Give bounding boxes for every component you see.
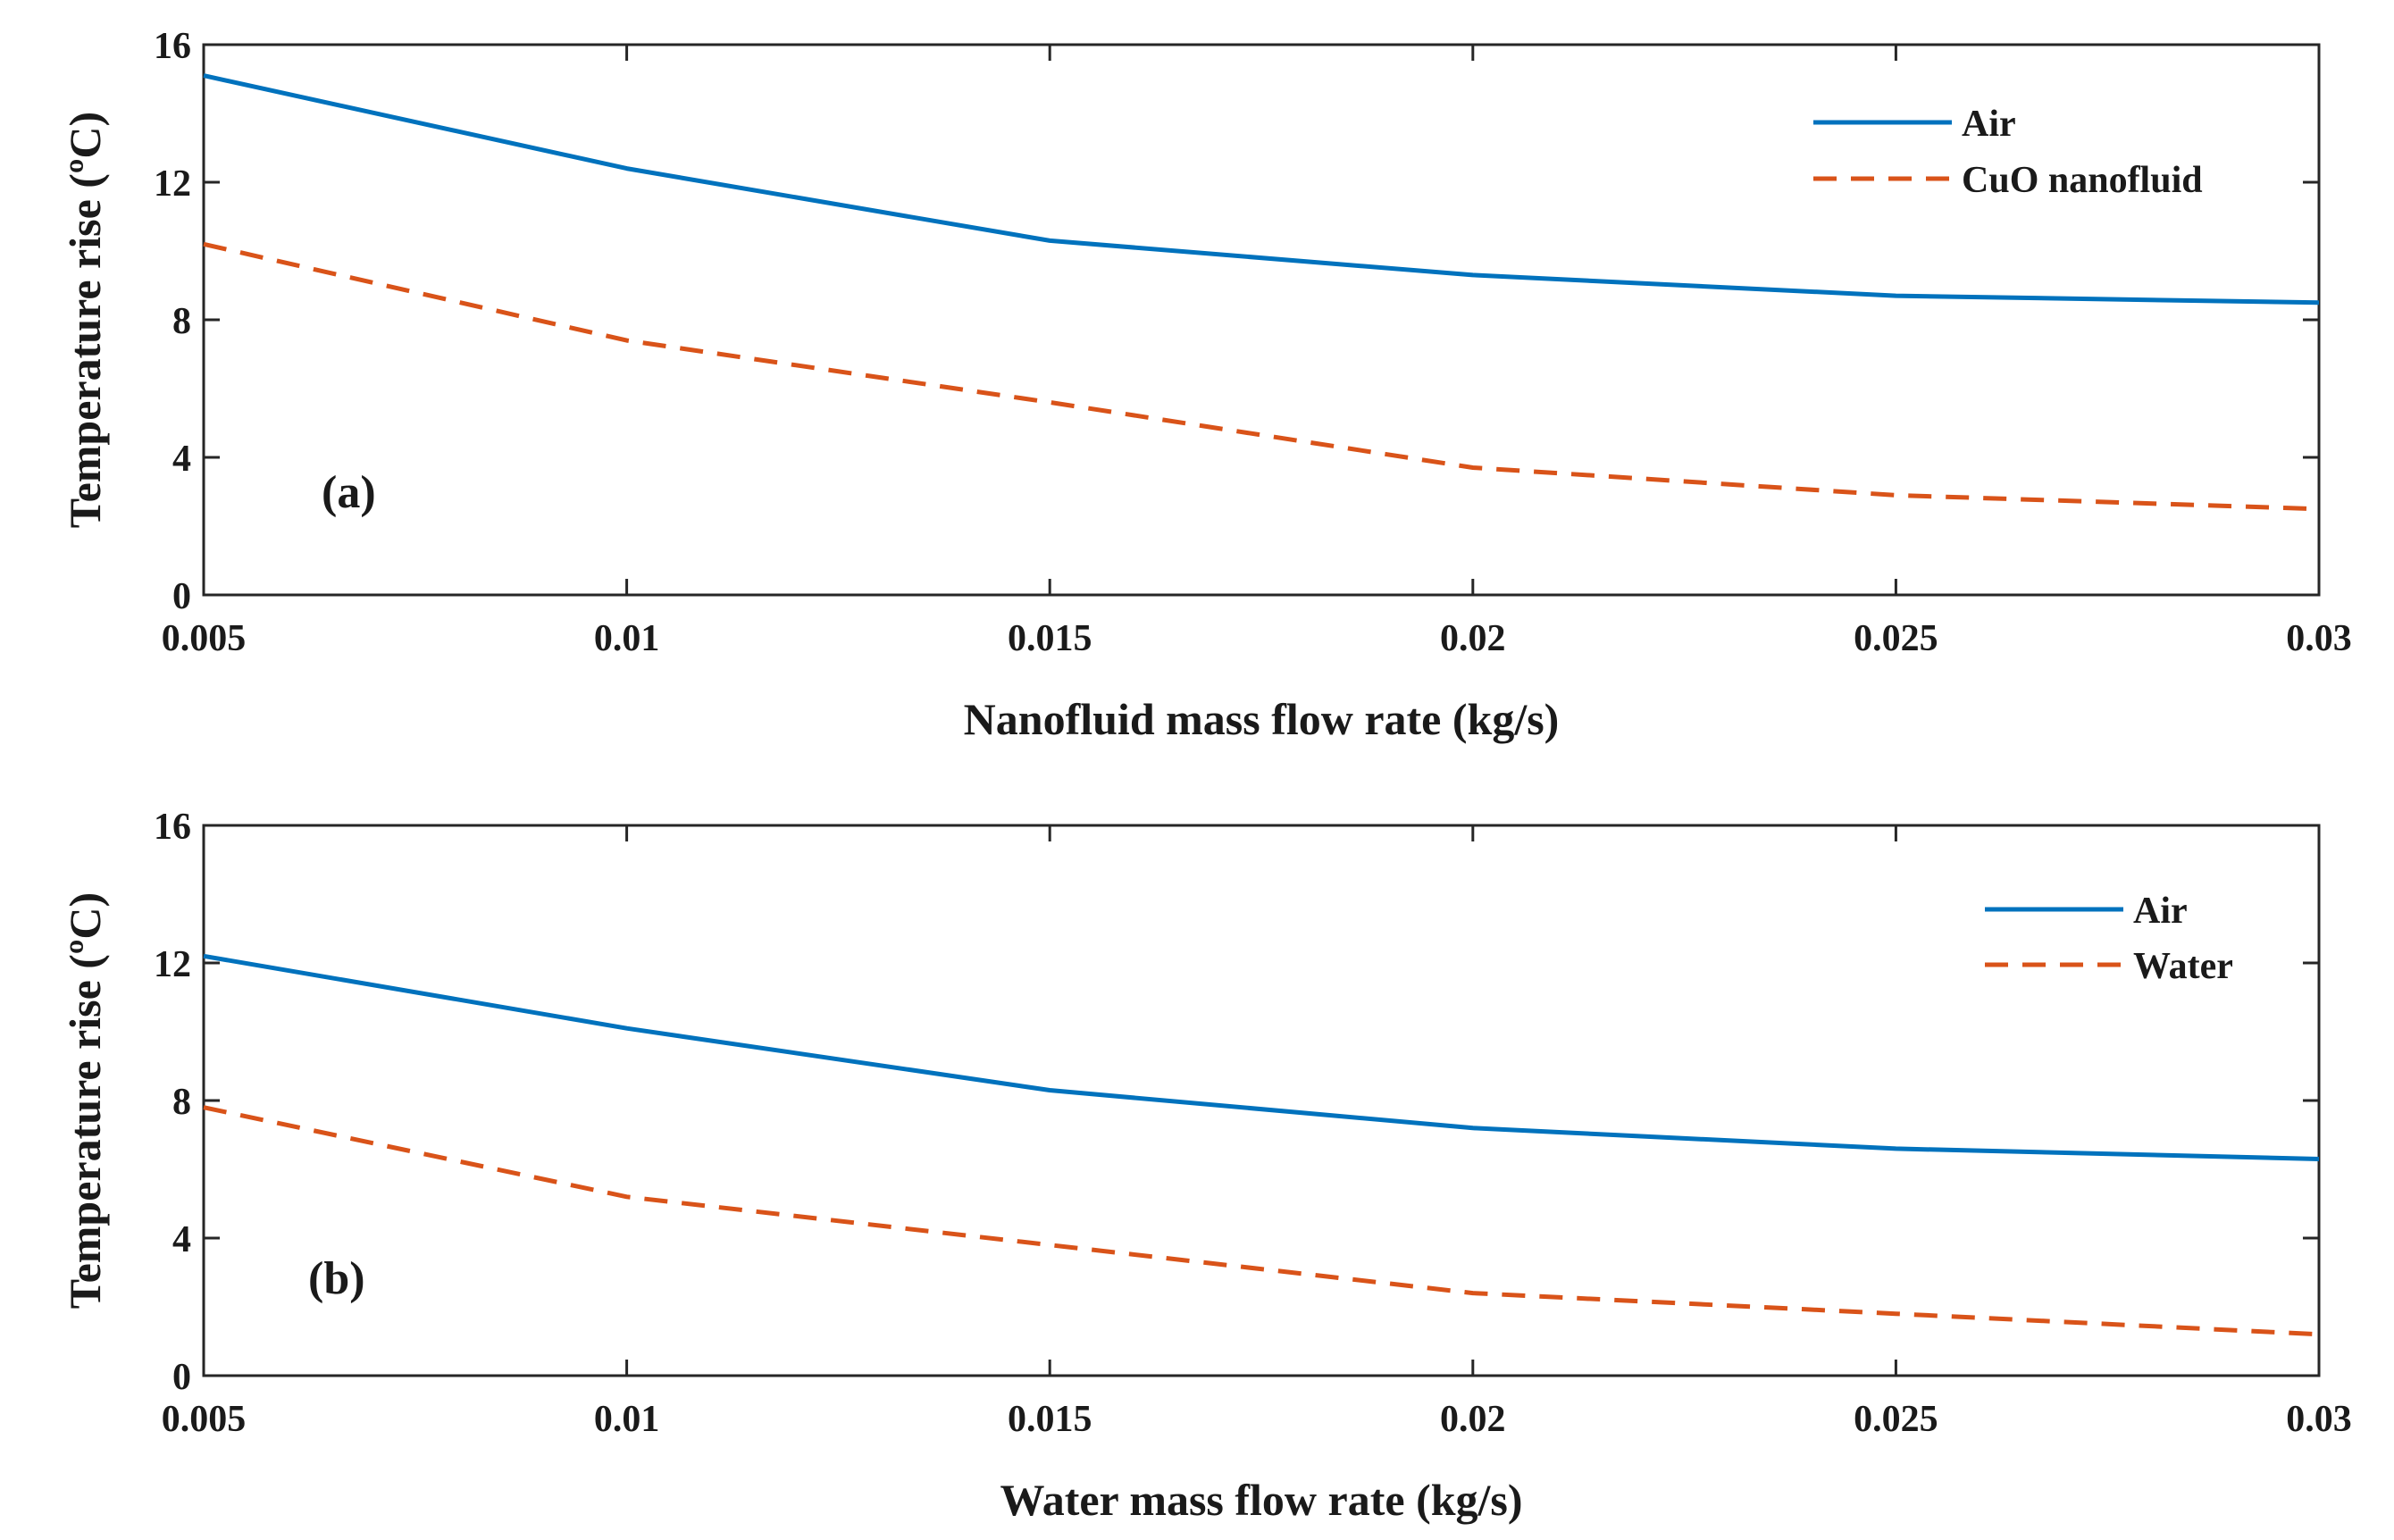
y-tick-label-a-8: 8 xyxy=(172,301,191,342)
y-tick-label-b-0: 0 xyxy=(172,1357,191,1398)
x-tick-label-b-0-03: 0.03 xyxy=(2286,1399,2352,1440)
y-ticks-b: 0 4 8 12 16 xyxy=(154,807,2319,1398)
legend-label-air-a: Air xyxy=(1962,104,2016,145)
x-ticks-b: 0.005 0.01 0.015 0.02 0.025 0.03 xyxy=(162,825,2352,1440)
series-line-air-a xyxy=(203,73,2320,305)
y-tick-label-b-16: 16 xyxy=(154,807,191,848)
y-tick-label-a-16: 16 xyxy=(154,26,191,67)
x-tick-label-b-0-01: 0.01 xyxy=(594,1399,660,1440)
x-tick-label-b-0-015: 0.015 xyxy=(1008,1399,1092,1440)
panel-label-a: (a) xyxy=(322,467,376,518)
y-tick-label-a-4: 4 xyxy=(172,439,191,480)
x-axis-title-a: Nanofluid mass flow rate (kg/s) xyxy=(964,694,1560,744)
series-layer-b xyxy=(203,953,2320,1337)
x-ticks-a: 0.005 0.01 0.015 0.02 0.025 0.03 xyxy=(162,45,2352,659)
x-tick-label-a-0-005: 0.005 xyxy=(162,618,247,659)
x-tick-label-b-0-025: 0.025 xyxy=(1854,1399,1938,1440)
x-tick-label-a-0-025: 0.025 xyxy=(1854,618,1938,659)
y-axis-title-a: Temperature rise (ºC) xyxy=(60,112,110,528)
legend-label-water-b: Water xyxy=(2133,946,2233,987)
y-axis-title-b: Temperature rise (ºC) xyxy=(60,892,110,1309)
x-tick-label-a-0-015: 0.015 xyxy=(1008,618,1092,659)
chart-panel-b: 0 4 8 12 16 0.005 0.01 0.015 0.02 0.025 0.03 Air … xyxy=(60,807,2352,1525)
y-ticks-a: 0 4 8 12 16 xyxy=(154,26,2319,617)
legend-a: Air CuO nanofluid xyxy=(1813,104,2203,201)
y-tick-label-a-12: 12 xyxy=(154,163,191,205)
x-tick-label-a-0-02: 0.02 xyxy=(1440,618,1506,659)
y-tick-label-a-0: 0 xyxy=(172,576,191,617)
chart-panel-a: 0 4 8 12 16 0.005 0.01 0.015 0.02 0.025 0.03 Air … xyxy=(60,26,2352,744)
series-line-cuo-nanofluid-a xyxy=(203,241,2320,512)
series-line-water-b xyxy=(203,1105,2320,1337)
legend-label-air-b: Air xyxy=(2133,891,2188,932)
x-tick-label-b-0-005: 0.005 xyxy=(162,1399,247,1440)
x-tick-label-a-0-01: 0.01 xyxy=(594,618,660,659)
panel-label-b: (b) xyxy=(308,1253,365,1304)
series-layer-a xyxy=(203,73,2320,512)
x-tick-label-a-0-03: 0.03 xyxy=(2286,618,2352,659)
legend-b: Air Water xyxy=(1985,891,2233,987)
legend-label-cuo-nanofluid-a: CuO nanofluid xyxy=(1962,160,2203,201)
x-tick-label-b-0-02: 0.02 xyxy=(1440,1399,1506,1440)
y-tick-label-b-12: 12 xyxy=(154,944,191,985)
y-tick-label-b-8: 8 xyxy=(172,1082,191,1123)
series-line-air-b xyxy=(203,953,2320,1161)
y-tick-label-b-4: 4 xyxy=(172,1219,191,1260)
x-axis-title-b: Water mass flow rate (kg/s) xyxy=(1000,1475,1522,1525)
